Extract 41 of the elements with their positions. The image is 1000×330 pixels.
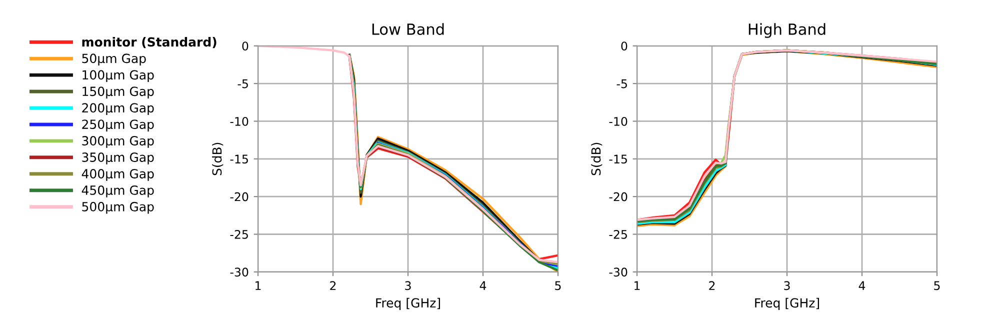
x-tick-label: 3 [784, 281, 790, 290]
legend-label: 400μm Gap [82, 168, 154, 181]
y-tick-label: -5 [238, 79, 248, 88]
x-tick-label: 3 [405, 281, 411, 290]
legend-label: 250μm Gap [82, 120, 154, 132]
legend-label: 150μm Gap [82, 86, 154, 99]
x-axis-title: Freq [GHz] [755, 298, 819, 310]
y-tick-label: -10 [230, 116, 248, 126]
legend-label: 350μm Gap [82, 152, 154, 164]
x-tick-label: 1 [256, 281, 261, 290]
y-tick-label: -20 [609, 192, 628, 202]
y-tick-label: -30 [609, 268, 628, 277]
legend-label: monitor (Standard) [82, 36, 216, 48]
legend-label: 500μm Gap [82, 202, 154, 214]
x-axis-title: Freq [GHz] [376, 298, 440, 310]
chart-title: High Band [748, 23, 826, 38]
x-tick-label: 4 [480, 281, 486, 290]
legend-label: 450μm Gap [82, 185, 154, 198]
legend-label: 50μm Gap [82, 54, 146, 66]
x-tick-label: 2 [709, 281, 715, 290]
y-axis-title: S(dB) [212, 142, 224, 176]
y-tick-label: -5 [616, 79, 627, 88]
y-tick-label: -15 [230, 154, 248, 164]
x-tick-label: 1 [634, 281, 640, 290]
x-tick-label: 5 [934, 281, 940, 290]
y-tick-label: -25 [609, 230, 627, 239]
x-tick-label: 4 [858, 281, 866, 290]
y-tick-label: 0 [621, 42, 628, 51]
y-tick-label: -10 [609, 116, 628, 126]
y-tick-label: -25 [230, 230, 248, 239]
y-axis-title: S(dB) [591, 142, 602, 176]
x-tick-label: 2 [330, 281, 336, 290]
chart-title: Low Band [372, 23, 444, 35]
legend-label: 300μm Gap [82, 136, 154, 148]
x-tick-label: 5 [555, 281, 561, 290]
y-tick-label: -15 [609, 154, 627, 164]
legend-label: 100μm Gap [82, 70, 154, 82]
y-tick-label: -30 [230, 268, 248, 277]
y-tick-label: -20 [230, 192, 248, 202]
legend-label: 200μm Gap [82, 103, 154, 115]
y-tick-label: 0 [242, 42, 248, 51]
